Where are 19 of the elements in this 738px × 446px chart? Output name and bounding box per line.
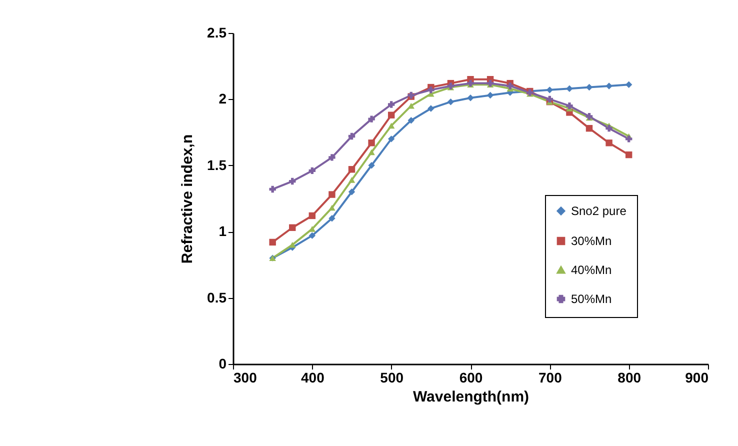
legend-label: 40%Mn	[571, 263, 612, 277]
y-tick-label: 0	[218, 356, 227, 372]
y-tick-label: 0.5	[207, 289, 227, 306]
x-tick-label: 500	[380, 370, 404, 386]
y-tick-label: 2	[218, 90, 227, 107]
legend-label: 30%Mn	[571, 234, 612, 248]
y-axis-title: Refractive index,n	[179, 134, 196, 264]
legend-label: 50%Mn	[571, 292, 612, 306]
y-tick-label: 1.5	[207, 156, 227, 173]
y-tick-label: 2.5	[207, 24, 227, 40]
x-axis-title: Wavelength(nm)	[412, 388, 530, 406]
x-tick-label: 600	[459, 370, 483, 386]
y-tick-label: 1	[218, 223, 227, 240]
x-tick-label: 300	[234, 370, 258, 386]
x-tick-label: 400	[300, 370, 325, 386]
x-tick-label: 900	[685, 370, 709, 386]
x-tick-label: 700	[538, 370, 562, 386]
x-tick-label: 800	[618, 370, 642, 386]
legend-label: Sno2 pure	[571, 204, 627, 218]
